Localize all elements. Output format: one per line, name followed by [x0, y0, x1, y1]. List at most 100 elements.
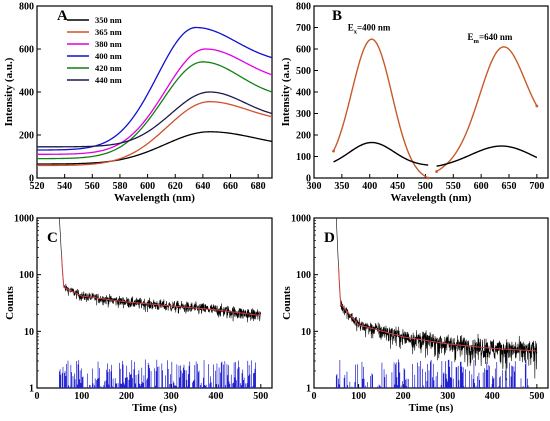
- series-line-0-seg-1: [436, 46, 538, 173]
- y-tick-label: 0: [29, 174, 34, 185]
- series-line-1-seg-0: [333, 141, 429, 166]
- y-tick-label: 500: [296, 66, 311, 77]
- x-tick-label: 640: [195, 181, 210, 192]
- x-tick-label: 400: [362, 181, 377, 192]
- panel-letter: B: [332, 8, 342, 24]
- y-tick-label: 600: [296, 45, 311, 56]
- annotation-suffix: =400 nm: [357, 23, 391, 33]
- x-tick-label: 500: [253, 391, 268, 402]
- x-tick-label: 100: [351, 391, 366, 402]
- x-tick-label: 650: [502, 181, 517, 192]
- y-tick-label: 100: [19, 270, 34, 281]
- x-tick-label: 550: [446, 181, 461, 192]
- y-tick-label: 400: [296, 88, 311, 99]
- y-tick-label: 600: [19, 45, 34, 56]
- x-tick-label: 400: [485, 391, 500, 402]
- legend-entry: 440 nm: [95, 75, 122, 85]
- decay-data-line: [335, 218, 538, 381]
- decay-data-line: [59, 218, 262, 323]
- x-tick-label: 700: [529, 181, 544, 192]
- legend-entry: 365 nm: [95, 27, 122, 37]
- legend-entry: 400 nm: [95, 51, 122, 61]
- panel-letter: D: [324, 230, 335, 246]
- series-line-4: [37, 61, 272, 160]
- x-tick-label: 300: [440, 391, 455, 402]
- series-line-2: [37, 48, 272, 155]
- peak-annotation: Em=640 nm: [468, 32, 513, 45]
- x-tick-label: 520: [30, 181, 45, 192]
- annotation-sub: m: [474, 38, 480, 45]
- x-tick-label: 300: [307, 181, 322, 192]
- series-line-3: [37, 26, 272, 151]
- y-tick-label: 100: [296, 152, 311, 163]
- x-tick-label: 300: [164, 391, 179, 402]
- y-tick-label: 400: [19, 88, 34, 99]
- annotation-prefix: E: [348, 23, 354, 33]
- x-tick-label: 500: [529, 391, 544, 402]
- x-tick-label: 620: [168, 181, 183, 192]
- series-line-5: [37, 91, 272, 148]
- y-tick-label: 10: [24, 327, 34, 338]
- panel-letter: C: [47, 230, 58, 246]
- x-tick-label: 400: [209, 391, 224, 402]
- x-tick-label: 0: [35, 391, 40, 402]
- x-axis-label: Wavelength (nm): [391, 192, 472, 204]
- x-tick-label: 560: [85, 181, 100, 192]
- x-tick-label: 580: [112, 181, 127, 192]
- residuals: [59, 359, 256, 388]
- y-axis-label: Intensity (a.u.): [3, 57, 15, 126]
- y-tick-label: 0: [306, 174, 311, 185]
- y-tick-label: 10: [301, 327, 311, 338]
- y-axis-label: Counts: [4, 285, 16, 319]
- x-tick-label: 500: [418, 181, 433, 192]
- series-line-1-seg-1: [436, 145, 538, 167]
- x-tick-label: 0: [312, 391, 317, 402]
- x-axis-label: Time (ns): [132, 402, 177, 414]
- y-axis-label: Intensity (a.u.): [280, 57, 292, 126]
- panel-D: 0 100 200 300 400 500 1 10 100 1000 Time (ns) Count…: [281, 214, 549, 414]
- endpoint-marker: [426, 176, 430, 180]
- x-tick-label: 540: [57, 181, 72, 192]
- x-axis-label: Wavelength (nm): [114, 192, 195, 204]
- x-axis-label: Time (ns): [409, 402, 454, 414]
- series-line-1: [37, 101, 272, 167]
- x-tick-label: 100: [74, 391, 89, 402]
- y-tick-label: 1: [306, 384, 311, 395]
- y-axis-label: Counts: [281, 285, 293, 319]
- y-tick-label: 1: [29, 384, 34, 395]
- series-line-0: [37, 131, 272, 165]
- x-tick-label: 200: [396, 391, 411, 402]
- y-tick-label: 700: [296, 23, 311, 34]
- y-tick-label: 300: [296, 109, 311, 120]
- y-tick-label: 800: [19, 2, 34, 13]
- y-tick-label: 200: [19, 131, 34, 142]
- fit-line: [61, 256, 261, 317]
- annotation-sub: x: [354, 29, 358, 36]
- legend-entry: 350 nm: [95, 15, 122, 25]
- y-tick-label: 800: [296, 2, 311, 13]
- endpoint-marker: [535, 104, 539, 108]
- fit-line: [338, 266, 537, 352]
- panel-C: 0 100 200 300 400 500 1 10 100 1000 Time (ns) Count…: [4, 214, 273, 414]
- y-tick-label: 1000: [14, 214, 34, 225]
- residuals: [335, 359, 529, 388]
- annotation-suffix: =640 nm: [479, 32, 513, 42]
- panel-B: 300 350 400 450 500 550 600 650 700 0 100 200 300 400…: [280, 2, 549, 204]
- x-tick-label: 450: [390, 181, 405, 192]
- x-tick-label: 680: [251, 181, 266, 192]
- y-tick-label: 200: [296, 131, 311, 142]
- endpoint-marker: [332, 149, 335, 153]
- series-line-0-seg-0: [332, 38, 429, 179]
- panel-A: 520 540 560 580 600 620 640 660 680 0 200 400 600 800…: [3, 2, 273, 204]
- x-tick-label: 200: [119, 391, 134, 402]
- peak-annotation: Ex=400 nm: [348, 23, 391, 36]
- endpoint-marker: [435, 170, 438, 173]
- annotation-prefix: E: [468, 32, 474, 42]
- panel-letter: A: [57, 8, 68, 24]
- legend-entry: 420 nm: [95, 63, 122, 73]
- x-tick-label: 600: [474, 181, 489, 192]
- y-tick-label: 100: [296, 270, 311, 281]
- legend-entry: 380 nm: [95, 39, 122, 49]
- x-tick-label: 600: [140, 181, 155, 192]
